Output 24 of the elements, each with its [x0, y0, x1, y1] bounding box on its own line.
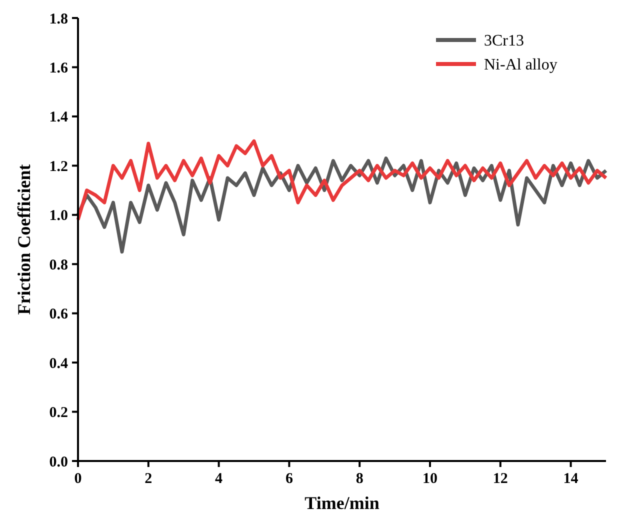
y-axis-title: Friction Coefficient [14, 164, 34, 315]
x-tick-label: 6 [285, 471, 294, 487]
x-tick-label: 10 [422, 471, 438, 487]
legend-label: 3Cr13 [484, 32, 524, 50]
y-tick-label: 0.8 [49, 257, 68, 274]
x-axis-title: Time/min [304, 493, 380, 513]
legend-label: Ni-Al alloy [484, 56, 558, 74]
y-tick-label: 0.2 [49, 405, 68, 422]
y-tick-label: 1.8 [49, 11, 68, 28]
y-tick-label: 1.2 [49, 158, 68, 175]
y-tick-label: 0.4 [49, 356, 68, 372]
y-tick-label: 1.0 [49, 208, 68, 224]
x-tick-label: 12 [492, 471, 508, 487]
y-tick-label: 0.6 [49, 306, 68, 323]
y-tick-label: 0.0 [49, 454, 68, 470]
line-series [76, 139, 608, 222]
y-tick-label: 1.6 [49, 60, 68, 76]
x-tick-label: 0 [74, 471, 82, 487]
x-tick-label: 2 [144, 471, 152, 487]
x-tick-label: 14 [563, 471, 579, 487]
x-tick-label: 8 [356, 471, 364, 487]
y-tick-label: 1.4 [49, 110, 68, 126]
x-tick-label: 4 [215, 471, 224, 487]
line-series [76, 156, 608, 254]
